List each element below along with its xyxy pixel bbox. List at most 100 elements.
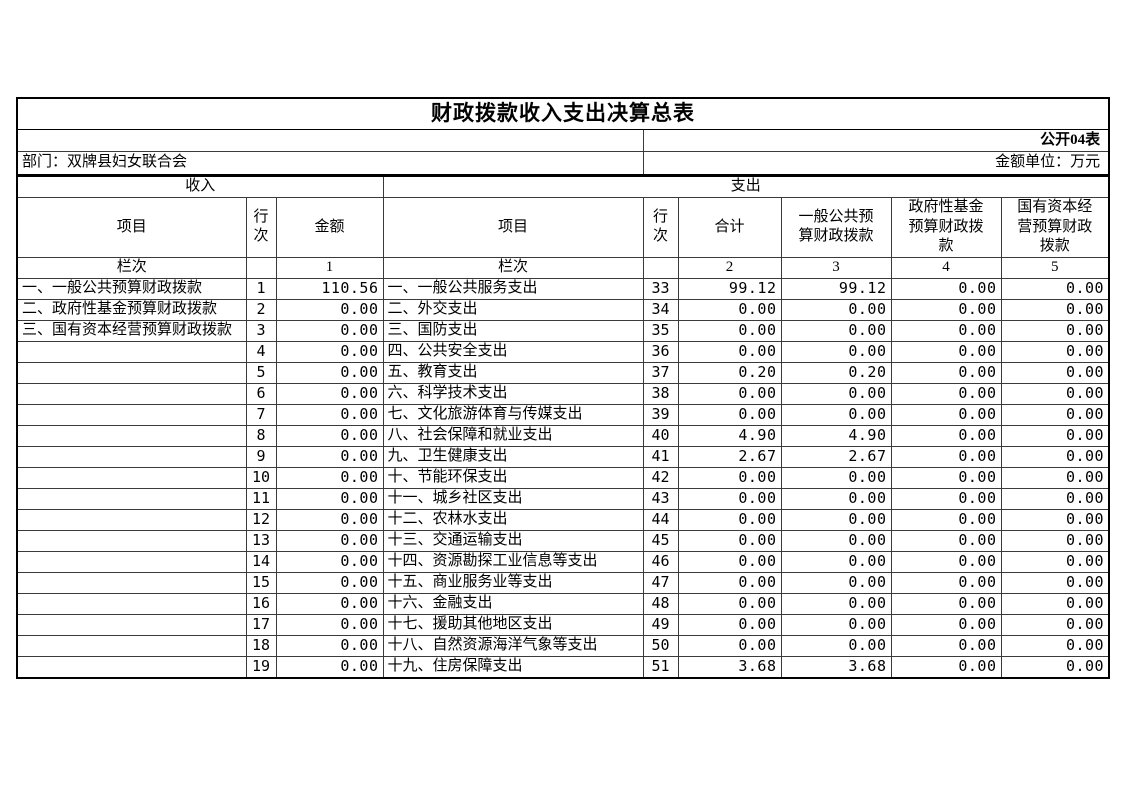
expense-rowno-cell: 46 (642, 550, 679, 573)
income-item-cell (16, 655, 247, 678)
expense-item-cell: 十一、城乡社区支出 (382, 487, 644, 510)
income-rowno-cell: 13 (245, 529, 277, 552)
expense-govfund-cell: 0.00 (890, 655, 1002, 678)
table-code: 公开04表 (642, 129, 1110, 152)
expense-general-cell: 3.68 (780, 655, 892, 678)
expense-govfund-cell: 0.00 (890, 340, 1002, 363)
expense-total-cell: 0.00 (677, 550, 782, 573)
table-row: 15 0.00 十五、商业服务业等支出 47 0.00 0.00 0.00 0.… (16, 571, 1110, 594)
expense-general-cell: 0.00 (780, 529, 892, 552)
table-row: 19 0.00 十九、住房保障支出 51 3.68 3.68 0.00 0.00 (16, 655, 1110, 678)
expense-rowno-cell: 49 (642, 613, 679, 636)
table-row: 11 0.00 十一、城乡社区支出 43 0.00 0.00 0.00 0.00 (16, 487, 1110, 510)
unit-label: 金额单位：万元 (642, 151, 1110, 177)
expense-rowno-cell: 43 (642, 487, 679, 510)
expense-govfund-cell: 0.00 (890, 445, 1002, 468)
income-amount-cell: 0.00 (275, 571, 384, 594)
expense-statecap-cell: 0.00 (1000, 403, 1110, 426)
expense-general-cell: 0.20 (780, 361, 892, 384)
fiscal-summary-sheet: 财政拨款收入支出决算总表 公开04表 部门：双牌县妇女联合会 金额单位：万元 收… (16, 97, 1111, 679)
expense-rowno-cell: 35 (642, 319, 679, 342)
column-index-row: 栏次 1 栏次 2 3 4 5 (16, 256, 1110, 279)
expense-statecap-cell: 0.00 (1000, 508, 1110, 531)
expense-item-cell: 十二、农林水支出 (382, 508, 644, 531)
expense-item-cell: 七、文化旅游体育与传媒支出 (382, 403, 644, 426)
expense-general-cell: 0.00 (780, 340, 892, 363)
expense-general-cell: 2.67 (780, 445, 892, 468)
expense-total-cell: 0.00 (677, 508, 782, 531)
expense-total-cell: 0.00 (677, 298, 782, 321)
table-row: 18 0.00 十八、自然资源海洋气象等支出 50 0.00 0.00 0.00… (16, 634, 1110, 657)
expense-govfund-cell: 0.00 (890, 592, 1002, 615)
expense-govfund-cell: 0.00 (890, 550, 1002, 573)
income-amount-cell: 0.00 (275, 424, 384, 447)
income-amount-cell: 0.00 (275, 466, 384, 489)
expense-item-cell: 九、卫生健康支出 (382, 445, 644, 468)
table-row: 8 0.00 八、社会保障和就业支出 40 4.90 4.90 0.00 0.0… (16, 424, 1110, 447)
table-row: 4 0.00 四、公共安全支出 36 0.00 0.00 0.00 0.00 (16, 340, 1110, 363)
expense-column-index-label: 栏次 (382, 256, 644, 279)
income-item-cell (16, 361, 247, 384)
income-amount-cell: 0.00 (275, 592, 384, 615)
expense-statecap-cell: 0.00 (1000, 613, 1110, 636)
expense-gov-fund-header: 政府性基金 预算财政拨 款 (890, 197, 1002, 258)
income-rowno-cell: 14 (245, 550, 277, 573)
expense-govfund-cell: 0.00 (890, 298, 1002, 321)
income-rowno-cell: 9 (245, 445, 277, 468)
expense-item-cell: 五、教育支出 (382, 361, 644, 384)
expense-total-cell: 0.00 (677, 403, 782, 426)
expense-total-cell: 0.00 (677, 382, 782, 405)
income-amount-cell: 0.00 (275, 508, 384, 531)
income-rowno-cell: 19 (245, 655, 277, 678)
expense-statecap-cell: 0.00 (1000, 487, 1110, 510)
income-item-cell: 二、政府性基金预算财政拨款 (16, 298, 247, 321)
expense-total-cell: 2.67 (677, 445, 782, 468)
income-rowno-cell: 6 (245, 382, 277, 405)
expense-govfund-cell: 0.00 (890, 403, 1002, 426)
expense-general-cell: 0.00 (780, 487, 892, 510)
income-rowno-cell: 1 (245, 277, 277, 300)
expense-general-cell: 0.00 (780, 403, 892, 426)
expense-statecap-cell: 0.00 (1000, 550, 1110, 573)
expense-rowno-cell: 34 (642, 298, 679, 321)
expense-item-cell: 十七、援助其他地区支出 (382, 613, 644, 636)
expense-state-capital-header: 国有资本经 营预算财政 拨款 (1000, 197, 1110, 258)
expense-item-cell: 十五、商业服务业等支出 (382, 571, 644, 594)
income-amount-cell: 0.00 (275, 655, 384, 678)
expense-item-cell: 十九、住房保障支出 (382, 655, 644, 678)
column-index-3: 3 (780, 256, 892, 279)
income-rowno-cell: 16 (245, 592, 277, 615)
income-item-cell (16, 403, 247, 426)
income-amount-cell: 0.00 (275, 298, 384, 321)
income-item-cell (16, 487, 247, 510)
income-amount-cell: 0.00 (275, 487, 384, 510)
expense-statecap-cell: 0.00 (1000, 571, 1110, 594)
column-index-2: 2 (677, 256, 782, 279)
expense-statecap-cell: 0.00 (1000, 634, 1110, 657)
expense-statecap-cell: 0.00 (1000, 445, 1110, 468)
table-row: 7 0.00 七、文化旅游体育与传媒支出 39 0.00 0.00 0.00 0… (16, 403, 1110, 426)
expense-total-cell: 0.20 (677, 361, 782, 384)
expense-item-cell: 十四、资源勘探工业信息等支出 (382, 550, 644, 573)
expense-item-cell: 十六、金融支出 (382, 592, 644, 615)
expense-total-cell: 0.00 (677, 319, 782, 342)
expense-govfund-cell: 0.00 (890, 508, 1002, 531)
income-item-cell (16, 424, 247, 447)
expense-general-budget-header: 一般公共预 算财政拨款 (780, 197, 892, 258)
expense-rowno-cell: 39 (642, 403, 679, 426)
expense-general-cell: 0.00 (780, 634, 892, 657)
table-row: 三、国有资本经营预算财政拨款 3 0.00 三、国防支出 35 0.00 0.0… (16, 319, 1110, 342)
expense-total-cell: 99.12 (677, 277, 782, 300)
expense-general-cell: 4.90 (780, 424, 892, 447)
expense-statecap-cell: 0.00 (1000, 277, 1110, 300)
expense-govfund-cell: 0.00 (890, 634, 1002, 657)
table-row: 16 0.00 十六、金融支出 48 0.00 0.00 0.00 0.00 (16, 592, 1110, 615)
expense-total-cell: 0.00 (677, 571, 782, 594)
column-index-1: 1 (275, 256, 384, 279)
expense-govfund-cell: 0.00 (890, 613, 1002, 636)
income-rowno-cell: 2 (245, 298, 277, 321)
income-rowno-cell: 4 (245, 340, 277, 363)
table-row: 9 0.00 九、卫生健康支出 41 2.67 2.67 0.00 0.00 (16, 445, 1110, 468)
table-row: 12 0.00 十二、农林水支出 44 0.00 0.00 0.00 0.00 (16, 508, 1110, 531)
column-index-4: 4 (890, 256, 1002, 279)
